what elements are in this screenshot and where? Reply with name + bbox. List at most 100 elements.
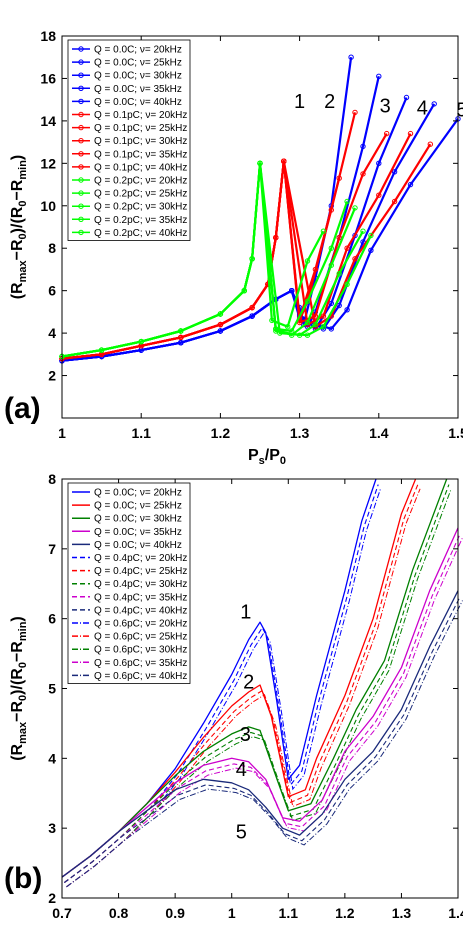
series-marker-a-11-11 <box>304 258 311 264</box>
panel-a-label: (a) <box>4 392 41 425</box>
curve-number-b-5: 5 <box>236 822 247 844</box>
series-marker-a-10-13 <box>391 198 398 205</box>
series-marker-a-7-12 <box>328 207 334 213</box>
y-tick-label-b-5: 6 <box>48 611 56 627</box>
panel-a-y-axis-label: (Rmax​−R0​)/(R0​−Rmin​) <box>9 155 29 300</box>
series-marker-a-9-13 <box>376 192 382 198</box>
legend-marker-a-15 <box>78 229 84 236</box>
curve-number-a-4: 4 <box>417 98 428 120</box>
plot-frame-a <box>61 35 459 419</box>
series-marker-a-1-13 <box>348 54 354 60</box>
series-marker-a-10-4 <box>178 334 184 341</box>
series-marker-a-14-13 <box>360 228 366 234</box>
series-line-b-dashed-5 <box>63 596 461 884</box>
series-marker-a-5-6 <box>249 313 255 319</box>
panel-a-series-group <box>59 54 461 364</box>
series-marker-a-7-13 <box>352 109 358 116</box>
series-marker-a-10-14 <box>427 141 433 147</box>
series-line-b-dashdot-4 <box>66 537 463 888</box>
legend-marker-a-12 <box>78 190 84 196</box>
legend-entry-b-9: Q = 0.4pC; ν= 35kHz <box>94 592 187 603</box>
x-tick-label-b-1: 0.7 <box>52 905 72 921</box>
series-marker-a-4-11 <box>336 302 342 309</box>
panel-b-legend: Q = 0.0C; ν= 20kHz Q = 0.0C; ν= 25kHz Q = … <box>67 482 191 684</box>
legend-entry-a-9: Q = 0.1pC; ν= 35kHz <box>94 149 187 160</box>
curve-number-a-2: 2 <box>324 91 335 113</box>
legend-marker-a-6 <box>78 111 84 118</box>
y-tick-label-b-6: 7 <box>48 541 56 557</box>
legend-marker-a-13 <box>78 203 84 209</box>
panel-a-axes: 11.11.21.31.41.524681012141618 <box>40 28 463 441</box>
x-tick-label-b-2: 0.8 <box>109 905 129 921</box>
legend-entry-b-10: Q = 0.4pC; ν= 40kHz <box>94 605 187 616</box>
series-marker-a-8-12 <box>336 234 342 241</box>
curve-number-b-4: 4 <box>236 759 247 781</box>
legend-entry-a-14: Q = 0.2pC; ν= 35kHz <box>94 215 187 226</box>
panel-b-annotations: 1 2 3 4 5 <box>236 602 254 844</box>
legend-entry-b-6: Q = 0.4pC; ν= 20kHz <box>94 553 187 564</box>
series-marker-a-12-12 <box>328 245 334 251</box>
series-marker-a-2-13 <box>360 143 366 150</box>
legend-entry-a-15: Q = 0.2pC; ν= 40kHz <box>94 228 187 239</box>
series-marker-a-12-13 <box>344 198 350 205</box>
series-marker-a-10-12 <box>352 256 358 262</box>
panel-b-series-group <box>61 478 463 888</box>
series-marker-a-4-12 <box>360 239 366 245</box>
series-marker-a-5-12 <box>368 247 374 254</box>
y-tick-label-a-7: 14 <box>40 113 56 129</box>
curve-number-a-5: 5 <box>456 100 463 122</box>
legend-marker-a-4 <box>78 85 84 92</box>
series-marker-a-10-8 <box>273 234 279 241</box>
y-tick-label-a-3: 6 <box>48 283 56 299</box>
legend-marker-a-8 <box>78 138 84 144</box>
legend-entry-a-2: Q = 0.0C; ν= 25kHz <box>94 58 182 69</box>
legend-entry-a-7: Q = 0.1pC; ν= 25kHz <box>94 123 187 134</box>
series-marker-a-2-14 <box>376 73 382 80</box>
legend-entry-b-12: Q = 0.6pC; ν= 25kHz <box>94 632 187 643</box>
x-tick-label-b-7: 1.3 <box>392 905 412 921</box>
x-tick-label-b-6: 1.2 <box>335 905 355 921</box>
legend-marker-a-11 <box>78 177 84 183</box>
series-marker-a-14-11 <box>312 321 319 328</box>
x-tick-label-b-3: 0.9 <box>165 905 185 921</box>
series-marker-a-5-10 <box>328 326 334 332</box>
series-marker-a-15-13 <box>368 232 374 239</box>
series-marker-a-5-13 <box>407 181 414 188</box>
y-tick-label-a-2: 4 <box>48 325 56 341</box>
x-tick-label-b-5: 1.1 <box>279 905 299 921</box>
legend-entry-a-8: Q = 0.1pC; ν= 30kHz <box>94 136 187 147</box>
series-marker-a-5-4 <box>178 340 184 346</box>
x-tick-label-b-4: 1 <box>228 905 236 921</box>
series-marker-a-10-6 <box>249 304 255 311</box>
series-line-a-5 <box>61 118 459 362</box>
y-tick-label-a-4: 8 <box>48 240 56 256</box>
x-tick-label-a-4: 1.3 <box>290 425 310 441</box>
series-marker-a-15-7 <box>249 256 255 262</box>
legend-marker-a-3 <box>78 72 84 78</box>
y-tick-label-b-1: 2 <box>48 890 56 906</box>
x-tick-label-a-6: 1.5 <box>448 425 463 441</box>
series-marker-a-12-11 <box>304 298 311 304</box>
legend-entry-a-10: Q = 0.1pC; ν= 40kHz <box>94 162 187 173</box>
y-tick-label-a-8: 16 <box>40 70 56 86</box>
legend-marker-a-9 <box>78 151 84 157</box>
legend-entry-b-8: Q = 0.4pC; ν= 30kHz <box>94 579 187 590</box>
series-marker-a-9-14 <box>407 130 414 137</box>
legend-entry-a-4: Q = 0.0C; ν= 35kHz <box>94 84 182 95</box>
series-line-b-4 <box>61 527 459 878</box>
series-marker-a-11-12 <box>320 228 327 234</box>
legend-entry-b-1: Q = 0.0C; ν= 20kHz <box>94 488 182 499</box>
series-marker-a-4-14 <box>431 101 437 107</box>
legend-marker-a-1 <box>78 46 84 52</box>
curve-number-b-3: 3 <box>240 724 251 746</box>
series-marker-a-15-5 <box>217 311 224 317</box>
x-tick-label-b-8: 1.4 <box>448 905 463 921</box>
legend-entry-b-3: Q = 0.0C; ν= 30kHz <box>94 514 182 525</box>
series-marker-a-13-12 <box>328 262 334 268</box>
y-tick-label-a-1: 2 <box>48 368 56 384</box>
series-marker-a-13-11 <box>304 319 311 326</box>
legend-marker-a-10 <box>78 164 84 170</box>
series-marker-a-10-5 <box>217 321 224 328</box>
series-marker-a-14-9 <box>273 328 279 334</box>
series-marker-a-9-12 <box>344 245 350 251</box>
